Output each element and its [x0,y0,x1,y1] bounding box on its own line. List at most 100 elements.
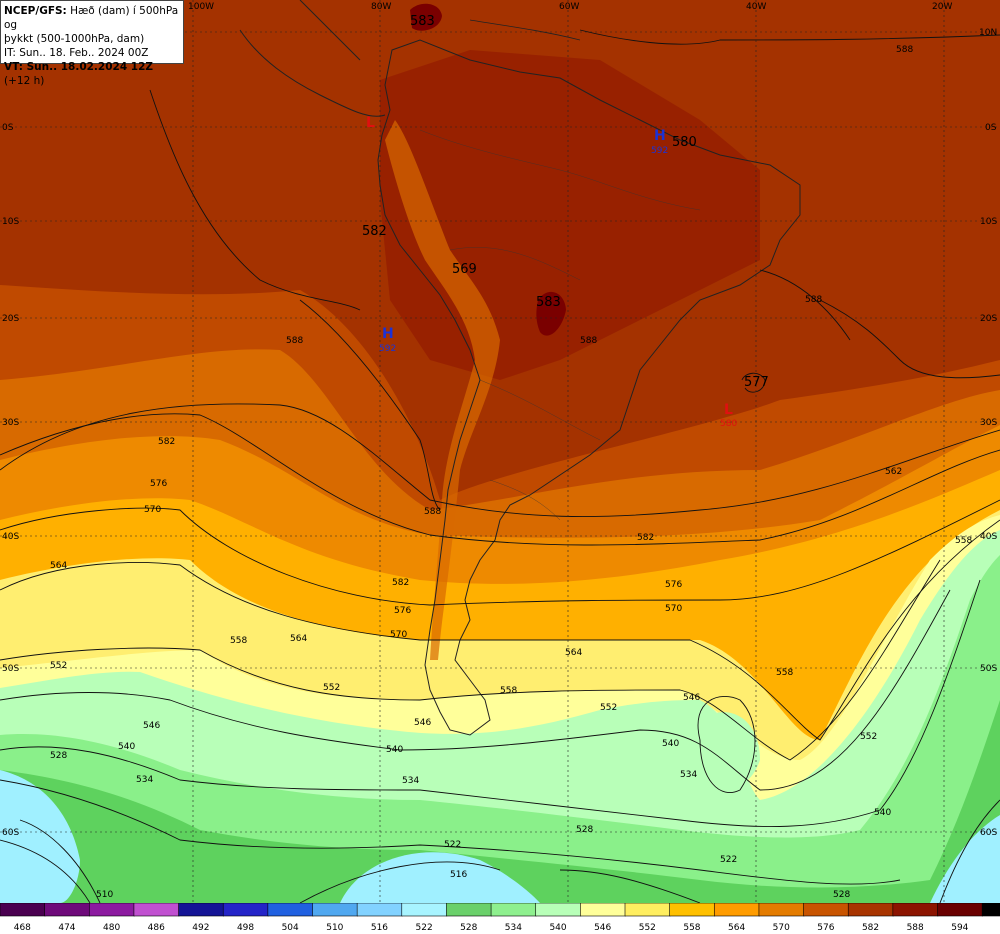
legend-swatch [0,903,46,917]
legend-label: 468 [14,923,31,933]
contour-label: 570 [665,604,682,614]
high-marker: H [654,128,666,144]
legend-swatch [401,903,448,917]
lon-label: 60W [559,2,579,12]
lat-label-right: 10S [980,217,997,227]
contour-label: 534 [680,770,697,780]
value-label: 580 [672,135,697,150]
weather-map: 100W 80W 60W 40W 20W 0S 10S 20S 30S 40S … [0,0,1000,903]
legend-swatch [758,903,805,917]
contour-label: 516 [450,870,467,880]
contour-label: 552 [50,661,67,671]
contour-label: 570 [390,630,407,640]
lat-label-right: 50S [980,664,997,674]
value-label: 583 [536,295,561,310]
legend-label: 534 [505,923,522,933]
lat-label-right: 30S [980,418,997,428]
contour-label: 528 [576,825,593,835]
legend-swatch [847,903,894,917]
legend-label: 498 [237,923,254,933]
info-valid-time: VT: Sun.. 18.02.2024 12Z [4,61,154,73]
legend-label: 480 [103,923,120,933]
legend-label: 492 [192,923,209,933]
lat-label-right: 20S [980,314,997,324]
contour-label: 546 [143,721,160,731]
value-label: 569 [452,262,477,277]
legend-label: 582 [862,923,879,933]
legend-label: 558 [683,923,700,933]
value-label: 582 [362,224,387,239]
legend-swatch [937,903,983,917]
contour-label: 534 [136,775,153,785]
contour-label: 558 [776,668,793,678]
legend-swatch [535,903,582,917]
legend-swatch [44,903,91,917]
contour-label: 546 [414,718,431,728]
lon-label: 20W [932,2,952,12]
low-marker: L [724,402,733,418]
legend-swatch [624,903,671,917]
low-marker: L [366,115,375,131]
color-legend: 468 474 480 486 492 498 504 510 516 522 528 534 540 5… [0,903,1000,934]
legend-label: 576 [817,923,834,933]
contour-label: 534 [402,776,419,786]
contour-label: 582 [392,578,409,588]
contour-label: 558 [230,636,247,646]
lat-label-left: 40S [2,532,19,542]
legend-swatch [178,903,225,917]
contour-label: 564 [290,634,307,644]
legend-swatch [713,903,760,917]
legend-swatch [580,903,626,917]
contour-label: 576 [665,580,682,590]
legend-label: 588 [907,923,924,933]
info-model: NCEP/GFS: [4,5,67,17]
high-value: 592 [651,146,668,156]
legend-swatch [133,903,180,917]
legend-label: 552 [639,923,656,933]
lat-label-left: 0S [2,123,14,133]
legend-swatch [669,903,716,917]
contour-label: 564 [50,561,67,571]
low-value: 580 [720,419,737,429]
lat-label-left: 50S [2,664,19,674]
info-thickness: þykkt (500-1000hPa, dam) [4,33,145,45]
legend-swatch [446,903,492,917]
legend-swatch [267,903,314,917]
legend-label: 516 [371,923,388,933]
contour-label: 564 [565,648,582,658]
contour-label: 528 [833,890,850,900]
legend-label: 474 [58,923,75,933]
contour-label: 540 [874,808,891,818]
lat-label-left: 20S [2,314,19,324]
legend-label: 510 [326,923,343,933]
legend-swatch [490,903,537,917]
contour-label: 576 [394,606,411,616]
contour-label: 588 [896,45,913,55]
contour-label: 552 [600,703,617,713]
contour-label: 588 [424,507,441,517]
contour-label: 558 [955,536,972,546]
value-label: 583 [410,14,435,29]
contour-label: 522 [444,840,461,850]
contour-label: 588 [580,336,597,346]
contour-label: 588 [805,295,822,305]
high-marker: H [382,326,394,342]
contour-label: 528 [50,751,67,761]
contour-label: 546 [683,693,700,703]
contour-label: 576 [150,479,167,489]
legend-swatch [356,903,403,917]
lat-label-left: 10S [2,217,19,227]
contour-label: 540 [118,742,135,752]
contour-label: 558 [500,686,517,696]
info-variable: Hæð (dam) í 500hPa og [4,5,179,31]
contour-label: 540 [386,745,403,755]
lat-label-right: 40S [980,532,997,542]
legend-label: 594 [951,923,968,933]
contour-label: 570 [144,505,161,515]
contour-label: 552 [323,683,340,693]
info-lead: (+12 h) [4,75,45,87]
info-box: NCEP/GFS: Hæð (dam) í 500hPa og þykkt (5… [0,0,184,87]
contour-label: 510 [96,890,113,900]
legend-label: 546 [594,923,611,933]
legend-swatch [803,903,850,917]
